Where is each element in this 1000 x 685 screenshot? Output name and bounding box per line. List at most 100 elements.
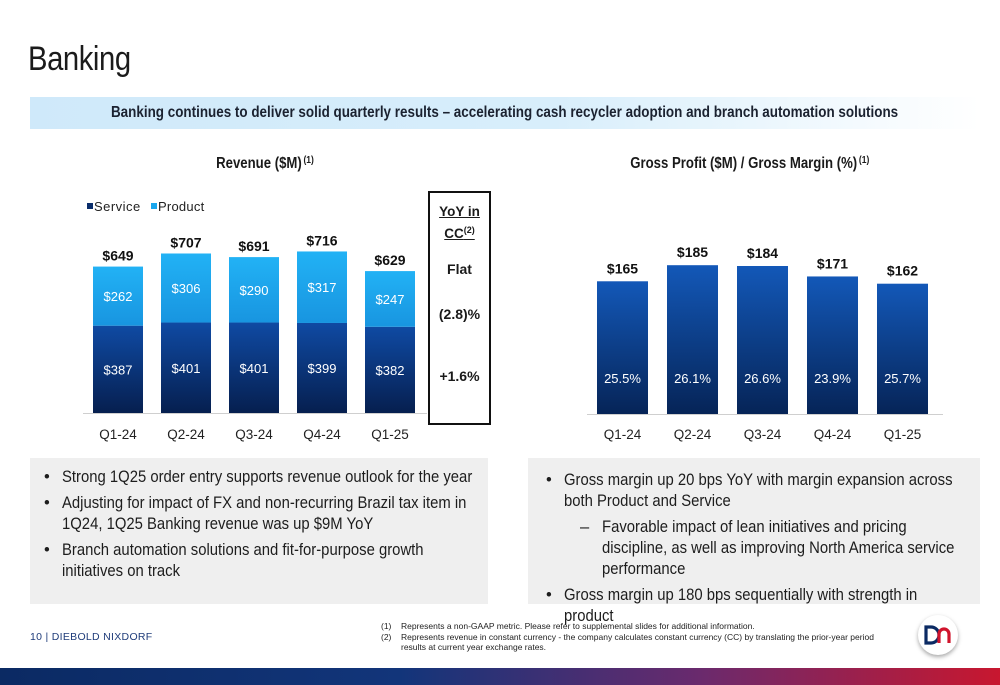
margin-commentary-panel: • Gross margin up 20 bps YoY with margin … xyxy=(528,458,980,625)
yoy-product-value: (2.8)% xyxy=(438,306,481,322)
revenue-chart: Service Product $387 $262 $649 Q1-24 $401 $306 $… xyxy=(83,199,427,442)
gross-profit-bar xyxy=(667,265,718,414)
revenue-total-label: $691 xyxy=(238,238,269,254)
margin-bullet-text: Favorable impact of lean initiatives and… xyxy=(602,518,955,578)
gross-profit-value-label: $162 xyxy=(887,263,918,279)
revenue-bar-product xyxy=(297,251,347,323)
revenue-bullet-text: Branch automation solutions and fit-for-… xyxy=(62,541,424,580)
product-value-label: $290 xyxy=(240,283,269,298)
revenue-total-label: $629 xyxy=(374,252,405,268)
legend-label-service: Service xyxy=(94,199,140,214)
bullet-icon: • xyxy=(44,494,50,512)
gross-profit-value-label: $185 xyxy=(677,244,708,260)
revenue-total-label: $707 xyxy=(170,234,201,250)
service-value-label: $382 xyxy=(376,363,405,378)
margin-bullet: – Favorable impact of lean initiatives an… xyxy=(542,517,970,580)
gross-profit-x-tick: Q4-24 xyxy=(814,427,852,442)
revenue-commentary-panel: • Strong 1Q25 order entry supports revenu… xyxy=(30,458,488,604)
gross-profit-chart: $165 25.5% Q1-24 $185 26.1% Q2-24 $184 26.6% Q3-… xyxy=(587,244,943,442)
gross-margin-label: 23.9% xyxy=(814,371,851,386)
revenue-total-label: $716 xyxy=(306,232,337,248)
bullet-icon: • xyxy=(546,471,552,489)
legend-swatch-service xyxy=(87,203,93,209)
page-footer: 10 | DIEBOLD NIXDORF xyxy=(30,631,153,643)
revenue-bar-product xyxy=(93,266,143,326)
gross-profit-value-label: $184 xyxy=(747,245,778,261)
gross-profit-x-tick: Q2-24 xyxy=(674,427,712,442)
gross-profit-x-tick: Q3-24 xyxy=(744,427,782,442)
margin-bullet-text: Gross margin up 20 bps YoY with margin e… xyxy=(564,471,953,510)
revenue-x-tick: Q1-25 xyxy=(371,427,409,442)
legend-label-product: Product xyxy=(158,199,205,214)
footnote-text: Represents a non-GAAP metric. Please ref… xyxy=(401,621,755,631)
service-value-label: $401 xyxy=(172,361,201,376)
revenue-bullet: • Strong 1Q25 order entry supports revenu… xyxy=(40,467,478,488)
revenue-x-tick: Q4-24 xyxy=(303,427,341,442)
revenue-bar-product xyxy=(229,257,279,323)
revenue-legend: Service Product xyxy=(87,199,205,214)
product-value-label: $262 xyxy=(104,289,133,304)
gross-profit-value-label: $165 xyxy=(607,260,638,276)
bottom-brand-bar xyxy=(0,668,1000,685)
gross-profit-bar xyxy=(737,266,788,414)
revenue-x-tick: Q3-24 xyxy=(235,427,273,442)
footnote-row: (2) Represents revenue in constant curren… xyxy=(381,632,901,653)
revenue-total-label: $649 xyxy=(102,248,133,264)
revenue-bar-service xyxy=(365,326,415,413)
gross-profit-x-tick: Q1-25 xyxy=(884,427,922,442)
gross-margin-label: 25.7% xyxy=(884,371,921,386)
diebold-nixdorf-logo xyxy=(918,615,958,655)
footnote-text: Represents revenue in constant currency … xyxy=(401,631,874,653)
footnote-row: (1) Represents a non-GAAP metric. Please … xyxy=(381,621,901,632)
revenue-bullet-text: Strong 1Q25 order entry supports revenue… xyxy=(62,468,473,486)
revenue-bar-service xyxy=(229,322,279,413)
revenue-bar-product xyxy=(365,271,415,327)
revenue-bullet: • Branch automation solutions and fit-for… xyxy=(40,540,478,582)
legend-swatch-product xyxy=(151,203,157,209)
margin-bullet: • Gross margin up 20 bps YoY with margin … xyxy=(542,470,970,512)
product-value-label: $317 xyxy=(308,280,337,295)
dn-logo-icon xyxy=(924,625,951,645)
revenue-bar-service xyxy=(93,325,143,413)
gross-profit-bar xyxy=(877,283,928,414)
bullet-icon: • xyxy=(44,541,50,559)
product-value-label: $247 xyxy=(376,292,405,307)
yoy-heading: YoY in CC(2) xyxy=(439,204,480,241)
service-value-label: $401 xyxy=(240,361,269,376)
revenue-bullet-text: Adjusting for impact of FX and non-recur… xyxy=(62,494,467,533)
footnote-number: (1) xyxy=(381,621,392,631)
headline-banner: Banking continues to deliver solid quart… xyxy=(30,97,980,129)
bullet-icon: • xyxy=(546,586,552,604)
gross-profit-bar xyxy=(597,281,648,414)
gross-margin-label: 25.5% xyxy=(604,371,641,386)
service-value-label: $387 xyxy=(104,362,133,377)
revenue-bar-service xyxy=(297,322,347,413)
revenue-bar-service xyxy=(161,322,211,413)
yoy-cc-box: YoY in CC(2) Flat (2.8)% +1.6% xyxy=(428,191,491,425)
gross-margin-label: 26.6% xyxy=(744,371,781,386)
gross-profit-chart-title: Gross Profit ($M) / Gross Margin (%) (1) xyxy=(630,155,870,172)
bullet-icon: • xyxy=(44,468,50,486)
gross-profit-x-tick: Q1-24 xyxy=(604,427,642,442)
yoy-total-value: Flat xyxy=(447,261,472,277)
gross-profit-value-label: $171 xyxy=(817,255,848,271)
margin-bullet-list: • Gross margin up 20 bps YoY with margin … xyxy=(542,470,970,627)
page-title: Banking xyxy=(28,40,131,78)
yoy-service-value: +1.6% xyxy=(439,368,480,384)
dash-bullet-icon: – xyxy=(580,518,590,536)
service-value-label: $399 xyxy=(308,361,337,376)
footnote-number: (2) xyxy=(381,631,392,642)
headline-text: Banking continues to deliver solid quart… xyxy=(111,104,899,121)
footnotes: (1) Represents a non-GAAP metric. Please … xyxy=(381,621,901,653)
margin-bullet-text: Gross margin up 180 bps sequentially wit… xyxy=(564,586,918,625)
revenue-x-tick: Q2-24 xyxy=(167,427,205,442)
margin-bullet: • Gross margin up 180 bps sequentially wi… xyxy=(542,585,970,627)
revenue-bar-product xyxy=(161,253,211,323)
product-value-label: $306 xyxy=(172,281,201,296)
revenue-bullet-list: • Strong 1Q25 order entry supports revenu… xyxy=(40,467,478,582)
gross-margin-label: 26.1% xyxy=(674,371,711,386)
revenue-x-tick: Q1-24 xyxy=(99,427,137,442)
revenue-bullet: • Adjusting for impact of FX and non-recu… xyxy=(40,493,478,535)
revenue-chart-title: Revenue ($M) (1) xyxy=(216,155,314,172)
gross-profit-bar xyxy=(807,276,858,414)
